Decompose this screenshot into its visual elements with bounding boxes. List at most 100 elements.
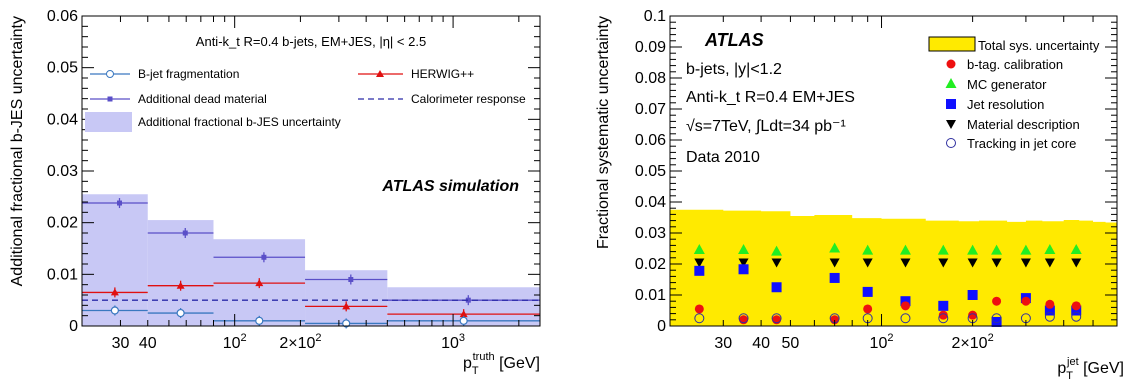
x-tick-label: 102 [870, 332, 894, 352]
marker-square [738, 264, 749, 275]
marker-open-circle [459, 316, 468, 325]
marker-square [465, 297, 471, 303]
atlas-simulation-label: ATLAS simulation [381, 178, 519, 195]
marker-triangle-down [900, 258, 911, 268]
marker-square [967, 290, 978, 300]
band-bar [82, 194, 148, 326]
annotation-text: b-jets, |y|<1.2 [686, 61, 782, 78]
marker-square [348, 277, 354, 282]
marker-open-circle [176, 308, 185, 318]
legend-marker [945, 78, 957, 88]
marker-open-circle [1044, 311, 1055, 322]
marker-triangle-up [862, 244, 874, 255]
legend-label: Calorimeter response [411, 92, 526, 106]
y-tick-label: 0.04 [635, 194, 666, 211]
total-uncertainty-band [670, 209, 1117, 326]
marker-open-circle [255, 316, 264, 325]
marker-open-circle [991, 313, 1002, 324]
marker-open-circle [738, 313, 749, 324]
y-tick-label: 0.06 [47, 8, 78, 25]
x-axis-label: pTjet [GeV] [1057, 356, 1124, 382]
marker-triangle-down [829, 258, 840, 268]
marker-open-circle [694, 313, 705, 324]
legend-label: HERWIG++ [411, 67, 474, 81]
marker-open-circle [1071, 311, 1082, 322]
marker-triangle-up [991, 244, 1003, 255]
marker-triangle-down [771, 258, 782, 268]
legend-marker [376, 70, 384, 77]
marker-triangle-down [967, 258, 978, 268]
marker-square [1071, 305, 1082, 316]
marker-open-circle [938, 313, 949, 324]
y-tick-label: 0.02 [47, 215, 78, 232]
x-tick-label: 40 [139, 335, 157, 352]
y-tick-label: 0.09 [635, 39, 666, 56]
y-tick-label: 0.01 [47, 266, 78, 283]
marker-triangle-down [738, 258, 749, 268]
marker-triangle-up [693, 244, 705, 255]
legend-label: B-jet fragmentation [138, 67, 239, 81]
y-tick-label: 0.05 [47, 60, 78, 77]
marker-circle [863, 304, 873, 314]
legend-marker [946, 59, 956, 69]
legend-label: Material description [967, 117, 1080, 132]
x-tick-label: 2×102 [279, 332, 321, 352]
marker-open-circle [771, 313, 782, 324]
marker-triangle [342, 302, 351, 310]
y-tick-label: 0.07 [635, 101, 666, 118]
marker-triangle-down [938, 258, 949, 268]
legend-label: Total sys. uncertainty [978, 38, 1100, 53]
marker-triangle [459, 310, 468, 318]
band-bar [305, 270, 388, 326]
marker-circle [900, 301, 910, 311]
marker-triangle-down [862, 258, 873, 268]
x-tick-label: 40 [752, 335, 770, 352]
legend-marker [106, 70, 114, 78]
x-tick-label: 50 [782, 335, 800, 352]
legend-label: MC generator [967, 77, 1047, 92]
x-tick-label: 102 [223, 332, 247, 352]
marker-square [862, 286, 873, 297]
marker-circle [1071, 301, 1081, 311]
marker-square [991, 316, 1002, 327]
y-axis-label: Additional fractional b-JES uncertainty [9, 16, 26, 286]
marker-square [261, 254, 267, 260]
atlas-label: ATLAS [704, 30, 764, 50]
x-tick-label: 2×102 [952, 332, 994, 352]
legend-left: B-jet fragmentation HERWIG++ Additional de… [85, 67, 526, 132]
legend-label: b-tag. calibration [967, 57, 1063, 72]
marker-triangle-up [967, 244, 979, 255]
y-tick-label: 0.08 [635, 70, 666, 87]
marker-circle [992, 296, 1002, 306]
marker-square [900, 296, 911, 307]
marker-triangle-down [1071, 258, 1082, 268]
marker-triangle-down [1020, 258, 1031, 268]
annotation-text: √s=7TeV, ∫Ldt=34 pb⁻¹ [686, 118, 846, 135]
marker-triangle [176, 281, 185, 289]
y-tick-label: 0 [69, 318, 78, 335]
legend-marker [946, 138, 956, 148]
marker-square [117, 200, 123, 206]
marker-open-circle [900, 313, 911, 324]
chart-right: 0 0.01 0.02 0.03 0.04 0.05 0.06 0.07 0.08 0.09 0.1… [595, 8, 1124, 382]
marker-square [182, 230, 188, 236]
marker-square [829, 272, 840, 283]
legend-right: Total sys. uncertainty b-tag. calibration… [928, 36, 1100, 151]
legend-swatch [928, 36, 976, 52]
x-axis-label: pTtruth [GeV] [463, 351, 540, 377]
marker-triangle-down [694, 258, 705, 268]
x-tick-label: 30 [112, 335, 130, 352]
marker-circle [938, 310, 948, 320]
x-tick-label: 103 [441, 332, 465, 352]
marker-square [1044, 305, 1055, 316]
y-tick-label: 0.05 [635, 163, 666, 180]
marker-triangle-up [738, 244, 750, 255]
legend-label: Jet resolution [967, 97, 1044, 112]
y-tick-label: 0.03 [635, 225, 666, 242]
marker-triangle-down [1044, 258, 1055, 268]
marker-triangle-up [1070, 244, 1082, 255]
marker-square [771, 282, 782, 293]
legend-label: Additional dead material [138, 92, 267, 106]
marker-triangle-up [1044, 244, 1056, 255]
y-tick-label: 0 [657, 318, 666, 335]
